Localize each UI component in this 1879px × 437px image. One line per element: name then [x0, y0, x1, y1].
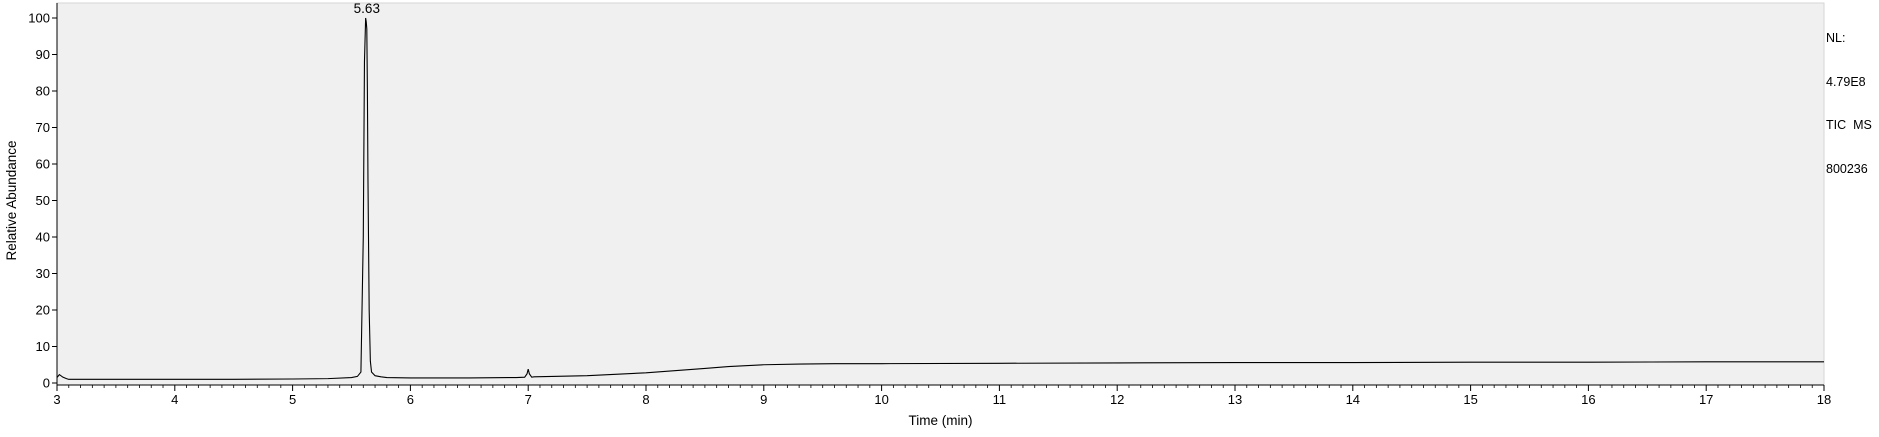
y-tick-label: 30 [36, 266, 50, 281]
y-tick-label: 10 [36, 339, 50, 354]
x-tick-label: 18 [1817, 392, 1831, 407]
y-axis-ticks: 0 10 20 30 40 50 60 70 80 90 100 [28, 11, 57, 391]
y-tick-label: 40 [36, 230, 50, 245]
x-tick-label: 3 [53, 392, 60, 407]
x-tick-label: 17 [1699, 392, 1713, 407]
x-tick-label: 6 [407, 392, 414, 407]
x-tick-label: 4 [171, 392, 178, 407]
x-tick-label: 14 [1346, 392, 1360, 407]
x-tick-label: 10 [874, 392, 888, 407]
x-tick-label: 16 [1581, 392, 1595, 407]
tic-trace-line [56, 17, 1824, 380]
y-tick-label: 90 [36, 47, 50, 62]
y-axis-title: Relative Abundance [4, 140, 19, 260]
info-nl-value: 4.79E8 [1826, 74, 1866, 89]
x-tick-label: 5 [289, 392, 296, 407]
y-tick-label: 100 [28, 11, 50, 26]
x-tick-label: 7 [525, 392, 532, 407]
y-tick-label: 70 [36, 120, 50, 135]
x-tick-label: 13 [1228, 392, 1242, 407]
y-tick-label: 0 [43, 376, 50, 391]
x-tick-label: 11 [993, 392, 1007, 407]
peak-annotations: 5.63 [354, 1, 380, 16]
plot-area [56, 2, 1825, 386]
info-scan-filter: TIC MS [1826, 118, 1872, 132]
y-tick-label: 20 [36, 303, 50, 318]
peak-label: 5.63 [354, 1, 380, 16]
x-tick-label: 15 [1463, 392, 1477, 407]
x-axis-title: Time (min) [909, 413, 973, 428]
y-tick-label: 60 [36, 157, 50, 172]
x-tick-label: 12 [1110, 392, 1124, 407]
info-file-id: 800236 [1826, 161, 1868, 176]
info-nl-label: NL: [1826, 31, 1846, 45]
y-tick-label: 80 [36, 84, 50, 99]
x-tick-label: 8 [642, 392, 649, 407]
y-tick-label: 50 [36, 193, 50, 208]
x-tick-label: 9 [760, 392, 767, 407]
x-axis-ticks: 3 4 5 6 7 8 9 10 11 12 13 14 15 16 17 18 [53, 385, 1831, 407]
normalization-info: NL: 4.79E8 TIC MS 800236 [1826, 2, 1872, 205]
